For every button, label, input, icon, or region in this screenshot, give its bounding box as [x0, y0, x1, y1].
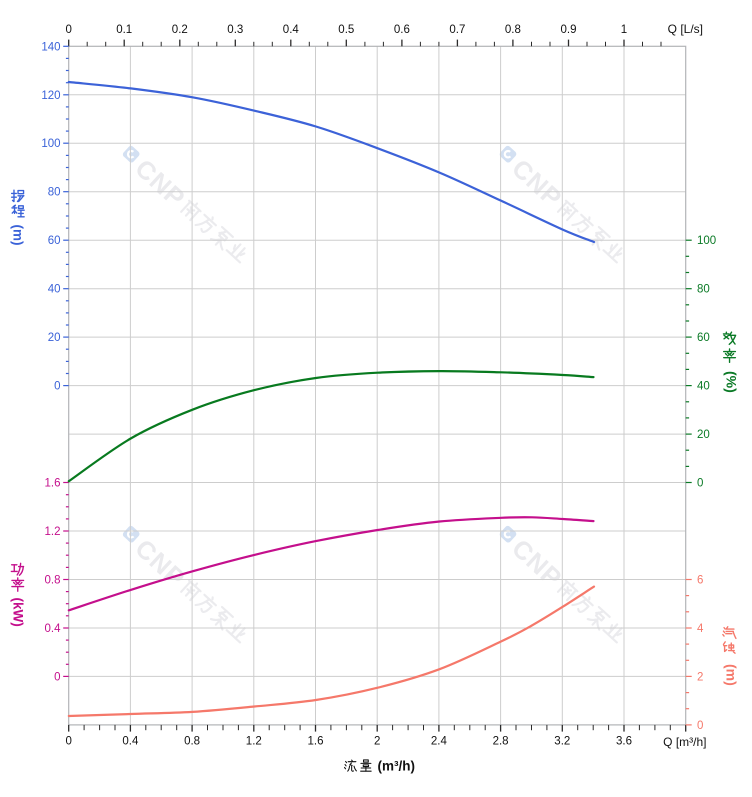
svg-text:CNP: CNP	[506, 534, 567, 593]
svg-text:60: 60	[697, 332, 710, 344]
svg-text:1.2: 1.2	[45, 526, 61, 538]
svg-text:Q [L/s]: Q [L/s]	[668, 22, 703, 36]
svg-text:4: 4	[697, 623, 704, 635]
svg-text:CNP: CNP	[506, 154, 567, 213]
svg-text:(m³/h): (m³/h)	[378, 759, 416, 774]
svg-text:120: 120	[41, 90, 60, 102]
svg-text:1: 1	[621, 24, 627, 36]
svg-text:(%): (%)	[724, 371, 740, 393]
svg-text:0.4: 0.4	[283, 24, 300, 36]
svg-text:0.8: 0.8	[184, 735, 200, 747]
svg-text:80: 80	[697, 284, 710, 296]
svg-text:0: 0	[697, 478, 703, 490]
svg-text:6: 6	[697, 575, 703, 587]
svg-text:0: 0	[65, 735, 71, 747]
svg-text:0.4: 0.4	[45, 623, 62, 635]
svg-text:80: 80	[48, 187, 61, 199]
svg-text:100: 100	[697, 235, 716, 247]
svg-text:0: 0	[54, 671, 60, 683]
svg-text:0.8: 0.8	[505, 24, 521, 36]
svg-text:Q [m³/h]: Q [m³/h]	[663, 735, 706, 749]
svg-text:2.4: 2.4	[431, 735, 448, 747]
svg-text:140: 140	[41, 41, 60, 53]
svg-text:(m): (m)	[11, 225, 26, 246]
svg-text:0.4: 0.4	[122, 735, 139, 747]
svg-text:40: 40	[48, 284, 61, 296]
svg-text:2.8: 2.8	[493, 735, 509, 747]
svg-text:0.3: 0.3	[227, 24, 243, 36]
svg-text:0: 0	[65, 24, 71, 36]
svg-text:3.6: 3.6	[616, 735, 632, 747]
svg-text:60: 60	[48, 235, 61, 247]
svg-text:0.8: 0.8	[45, 575, 61, 587]
svg-text:1.2: 1.2	[246, 735, 262, 747]
svg-text:0.2: 0.2	[172, 24, 188, 36]
svg-text:1.6: 1.6	[45, 478, 61, 490]
svg-text:0.9: 0.9	[561, 24, 577, 36]
svg-text:0.1: 0.1	[116, 24, 132, 36]
svg-text:3.2: 3.2	[554, 735, 570, 747]
svg-text:2: 2	[697, 671, 703, 683]
svg-text:(m): (m)	[724, 664, 740, 686]
svg-text:(kW): (kW)	[11, 598, 26, 627]
svg-text:1.6: 1.6	[308, 735, 324, 747]
svg-text:20: 20	[697, 429, 710, 441]
svg-text:100: 100	[41, 138, 60, 150]
svg-text:0: 0	[54, 381, 60, 393]
svg-text:2: 2	[374, 735, 380, 747]
svg-text:0: 0	[697, 720, 703, 732]
svg-text:40: 40	[697, 381, 710, 393]
svg-text:0.5: 0.5	[338, 24, 354, 36]
svg-text:0.7: 0.7	[449, 24, 465, 36]
svg-text:CNP: CNP	[129, 154, 190, 213]
svg-text:0.6: 0.6	[394, 24, 410, 36]
svg-text:20: 20	[48, 332, 61, 344]
svg-text:CNP: CNP	[129, 534, 190, 593]
